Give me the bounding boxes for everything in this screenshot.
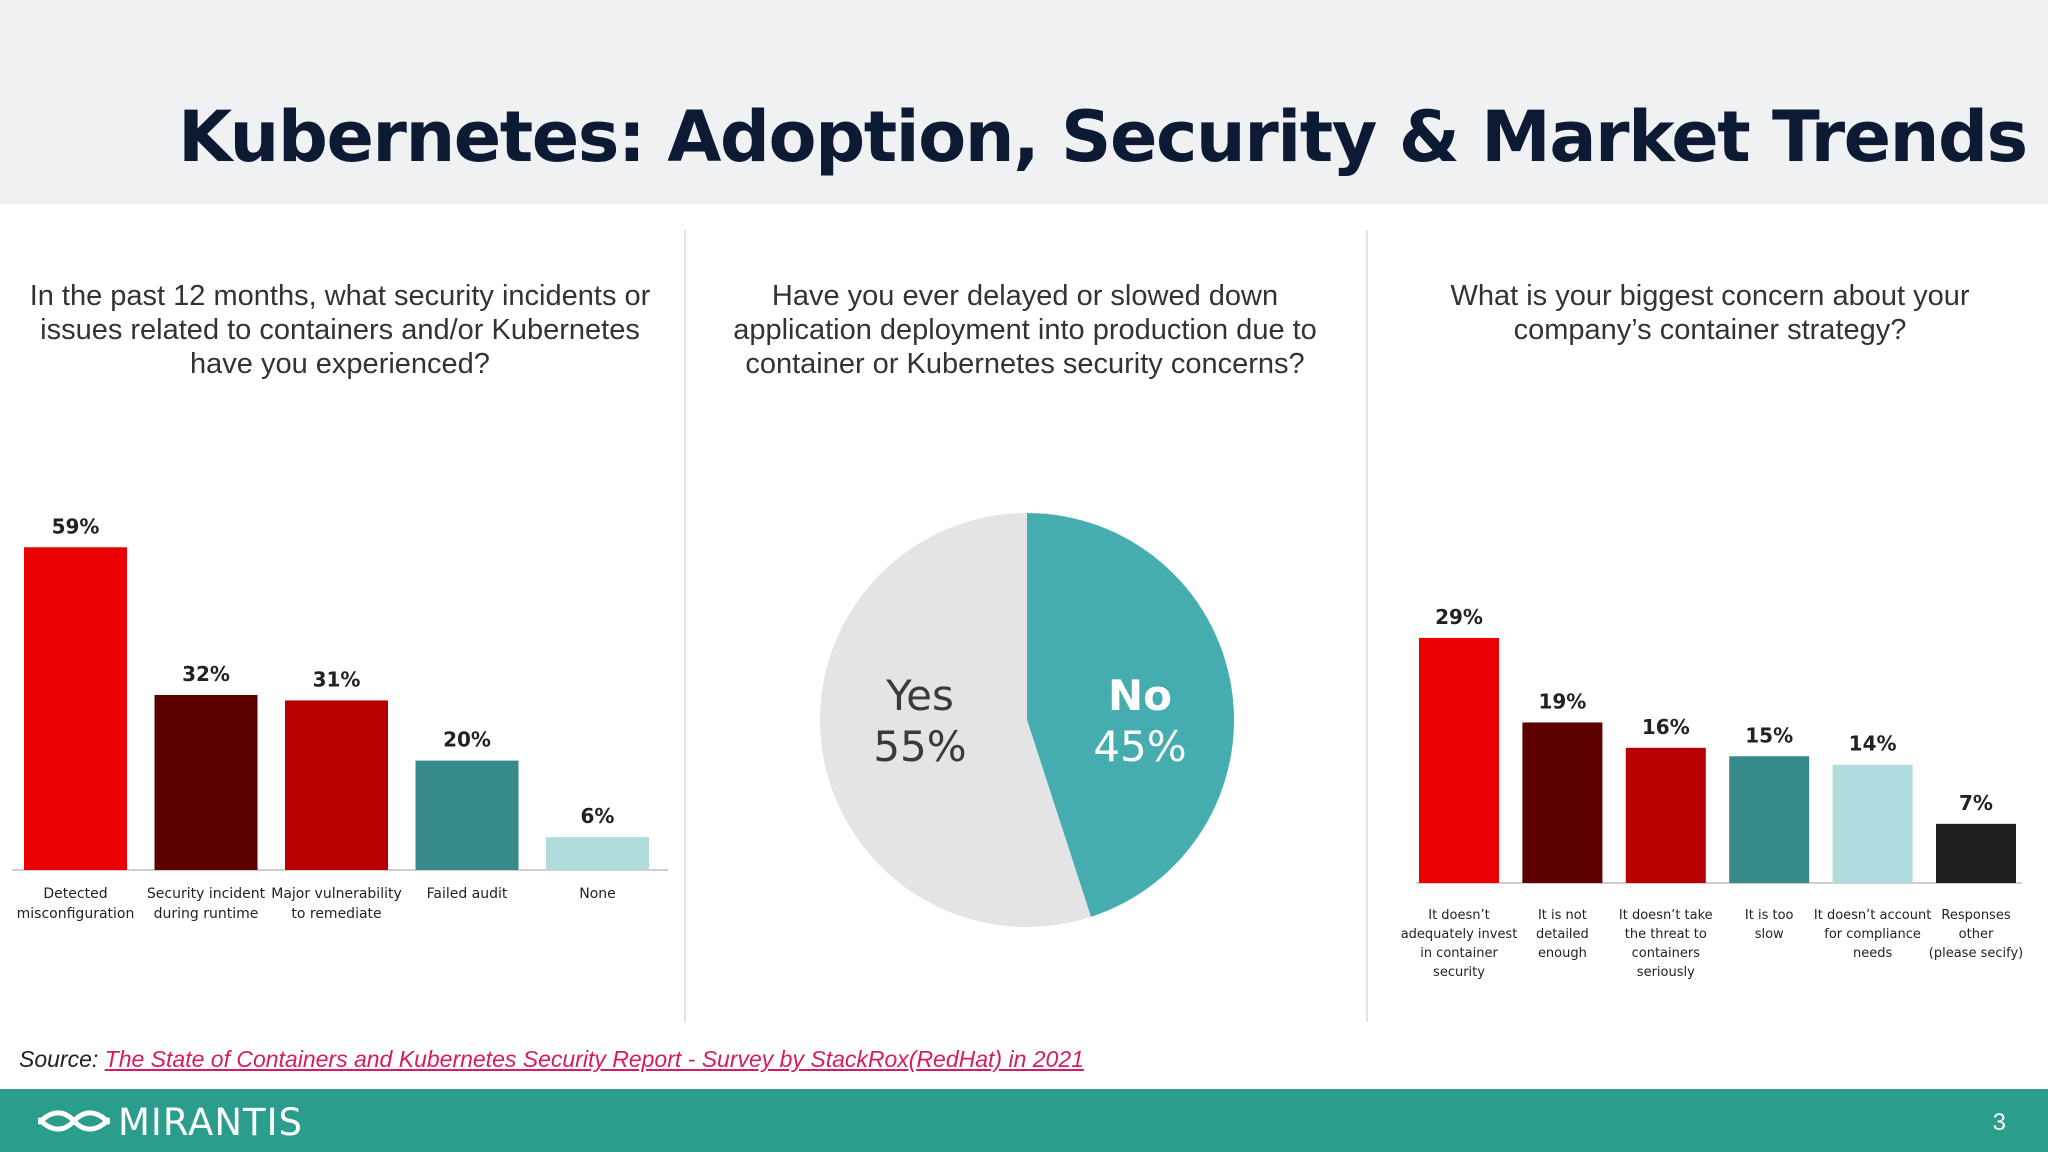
incidents-category-label: Failed audit bbox=[427, 886, 508, 902]
pie-label-no: No bbox=[1108, 671, 1172, 720]
incidents-bar bbox=[285, 700, 388, 870]
incidents-value-label: 6% bbox=[581, 804, 615, 828]
source-citation: Source: The State of Containers and Kube… bbox=[19, 1046, 1084, 1073]
pie-value-no: 45% bbox=[1093, 722, 1186, 771]
source-report-link[interactable]: The State of Containers and Kubernetes S… bbox=[104, 1046, 1084, 1072]
concern-value-label: 16% bbox=[1642, 715, 1690, 739]
header-band: Kubernetes: Adoption, Security & Market … bbox=[0, 0, 2048, 204]
concern-category-line: It doesn’t bbox=[1428, 908, 1490, 923]
concern-value-label: 14% bbox=[1849, 732, 1897, 756]
concern-category-line: the threat to bbox=[1625, 927, 1707, 942]
concern-bar bbox=[1729, 756, 1810, 883]
incidents-category-line: during runtime bbox=[154, 906, 259, 922]
column-divider-left bbox=[684, 230, 686, 1022]
incidents-category-line: misconfiguration bbox=[17, 906, 135, 922]
concern-bar bbox=[1832, 764, 1913, 883]
incidents-value-label: 20% bbox=[443, 728, 491, 752]
incidents-category-label: Detected misconfiguration bbox=[17, 886, 135, 922]
concern-category-line: other bbox=[1959, 927, 1994, 942]
incidents-category-line: Failed audit bbox=[427, 886, 508, 902]
concern-category-label: It doesn’t take the threat to containers se… bbox=[1619, 908, 1713, 980]
incidents-category-line: None bbox=[579, 886, 616, 902]
concern-category-line: It is not bbox=[1538, 908, 1587, 923]
mirantis-logo-icon bbox=[38, 1110, 110, 1132]
incidents-bar bbox=[546, 837, 649, 870]
incidents-category-label: Major vulnerability to remediate bbox=[271, 886, 402, 922]
question-deployment-delay: Have you ever delayed or slowed down app… bbox=[733, 280, 1317, 380]
concern-value-label: 15% bbox=[1745, 723, 1793, 747]
concern-category-label: It is too slow bbox=[1745, 908, 1794, 942]
concern-category-label: It doesn’t account for compliance needs bbox=[1814, 908, 1931, 961]
incidents-value-label: 59% bbox=[52, 514, 100, 538]
concern-value-label: 7% bbox=[1959, 791, 1993, 815]
column-divider-right bbox=[1366, 230, 1368, 1022]
concern-category-line: (please secify) bbox=[1929, 946, 2023, 961]
concern-category-line: adequately invest bbox=[1401, 927, 1518, 942]
incidents-category-line: Security incident bbox=[147, 886, 266, 902]
concern-category-line: containers bbox=[1632, 946, 1701, 961]
concern-bar bbox=[1522, 722, 1603, 883]
concern-category-line: for compliance bbox=[1824, 927, 1921, 942]
footer-bar: MIRANTIS 3 bbox=[0, 1089, 2048, 1152]
incidents-bar bbox=[415, 760, 519, 870]
incidents-category-line: Detected bbox=[43, 886, 107, 902]
concern-category-line: It doesn’t account bbox=[1814, 908, 1931, 923]
pie-value-yes: 55% bbox=[873, 722, 966, 771]
concern-value-label: 29% bbox=[1435, 605, 1483, 629]
concern-value-label: 19% bbox=[1538, 689, 1586, 713]
page-number: 3 bbox=[1992, 1109, 2006, 1136]
concern-category-label: It is not detailed enough bbox=[1536, 908, 1589, 961]
concern-category-label: It doesn’t adequately invest in container s… bbox=[1401, 908, 1518, 980]
concern-category-line: Responses bbox=[1941, 908, 2010, 923]
concern-category-line: It doesn’t take bbox=[1619, 908, 1713, 923]
incidents-category-label: Security incident during runtime bbox=[147, 886, 266, 922]
incidents-value-label: 31% bbox=[313, 667, 361, 691]
concern-category-line: slow bbox=[1755, 927, 1784, 942]
concern-bar bbox=[1936, 823, 2016, 883]
incidents-bar bbox=[154, 694, 258, 870]
concern-category-line: seriously bbox=[1637, 965, 1695, 980]
incidents-bar bbox=[24, 547, 127, 870]
bar-chart-security-incidents: 59% Detected misconfiguration 32% Security i… bbox=[12, 514, 668, 922]
page-title: Kubernetes: Adoption, Security & Market … bbox=[178, 96, 2028, 178]
source-label: Source: bbox=[19, 1046, 99, 1072]
pie-slice-no bbox=[1027, 513, 1234, 917]
incidents-category-line: Major vulnerability bbox=[271, 886, 402, 902]
concern-category-line: detailed bbox=[1536, 927, 1589, 942]
incidents-category-label: None bbox=[579, 886, 616, 902]
incidents-category-line: to remediate bbox=[291, 906, 381, 922]
concern-bar bbox=[1625, 747, 1706, 883]
bar-chart-container-strategy-concern: 29% It doesn’t adequately invest in contain… bbox=[1401, 605, 2024, 980]
question-security-incidents: In the past 12 months, what security inc… bbox=[29, 280, 651, 380]
pie-slice-yes bbox=[820, 513, 1091, 927]
concern-category-line: It is too bbox=[1745, 908, 1794, 923]
concern-category-line: in container bbox=[1420, 946, 1498, 961]
question-container-strategy-concern: What is your biggest concern about your … bbox=[1450, 280, 1970, 346]
concern-category-line: needs bbox=[1853, 946, 1892, 961]
concern-category-line: security bbox=[1433, 965, 1485, 980]
brand-name: MIRANTIS bbox=[118, 1101, 304, 1144]
pie-label-yes: Yes bbox=[885, 671, 954, 720]
concern-bar bbox=[1419, 637, 1499, 883]
incidents-value-label: 32% bbox=[182, 662, 230, 686]
concern-category-line: enough bbox=[1538, 946, 1587, 961]
concern-category-label: Responses other (please secify) bbox=[1929, 908, 2023, 961]
